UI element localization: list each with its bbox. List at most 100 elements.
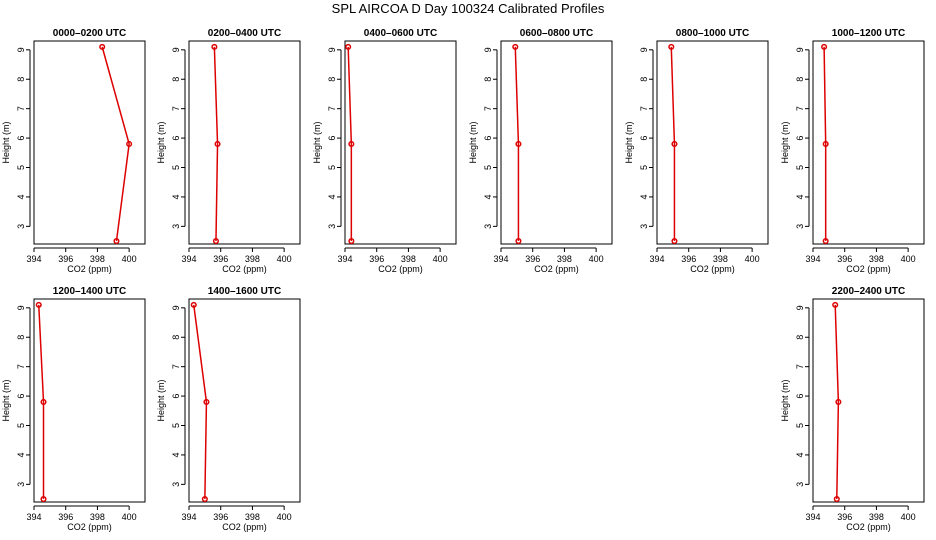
data-point (668, 43, 675, 50)
y-tick-label: 6 (16, 394, 26, 399)
y-tick-label: 6 (327, 136, 337, 141)
x-tick-label: 398 (90, 512, 105, 522)
x-tick-label: 396 (837, 254, 852, 264)
profile-line (823, 46, 827, 242)
y-tick-label: 5 (795, 423, 805, 428)
x-tick-label: 396 (58, 512, 73, 522)
x-tick-label: 394 (337, 254, 352, 264)
data-point (833, 496, 840, 503)
x-axis-label: CO2 (ppm) (222, 522, 267, 532)
y-tick-label: 4 (639, 194, 649, 199)
x-tick-label: 398 (713, 254, 728, 264)
x-tick-label: 400 (745, 254, 760, 264)
panel-title: 1200–1400 UTC (53, 286, 126, 297)
y-tick-label: 7 (483, 106, 493, 111)
profile-line (38, 304, 45, 500)
x-tick-label: 398 (245, 512, 260, 522)
x-tick-label: 394 (649, 254, 664, 264)
profile-panel: 0800–1000 UTC 394 396 398 400 CO2 (ppm) 3 4 5 6 7 8… (624, 28, 769, 274)
panel-title: 0800–1000 UTC (676, 28, 749, 39)
x-tick-label: 396 (58, 254, 73, 264)
y-tick-label: 4 (327, 194, 337, 199)
y-tick-label: 3 (16, 224, 26, 229)
x-tick-label: 394 (26, 512, 41, 522)
y-tick-label: 5 (16, 423, 26, 428)
x-tick-label: 400 (122, 254, 137, 264)
data-point (190, 301, 197, 308)
x-tick-label: 400 (589, 254, 604, 264)
profile-line (834, 304, 840, 500)
y-tick-label: 3 (795, 224, 805, 229)
x-tick-label: 398 (557, 254, 572, 264)
data-point (113, 238, 120, 245)
x-tick-label: 396 (213, 512, 228, 522)
x-tick-label: 398 (245, 254, 260, 264)
y-tick-label: 8 (795, 77, 805, 82)
data-point (203, 398, 210, 406)
x-axis-label: CO2 (ppm) (67, 264, 112, 274)
y-tick-label: 7 (327, 106, 337, 111)
y-axis-label: Height (m) (312, 121, 322, 163)
y-tick-label: 7 (171, 364, 181, 369)
data-point (832, 301, 839, 308)
y-tick-label: 4 (795, 194, 805, 199)
plot-frame (656, 40, 769, 245)
panel-title: 1000–1200 UTC (832, 28, 905, 39)
plot-frame (188, 40, 301, 245)
y-axis-label: Height (m) (780, 379, 790, 421)
y-tick-label: 8 (171, 77, 181, 82)
y-tick-label: 8 (483, 77, 493, 82)
profile-panel: 0000–0200 UTC 394 396 398 400 CO2 (ppm) 3 4 5 6 7 8… (1, 28, 146, 274)
y-tick-label: 6 (639, 136, 649, 141)
page-title: SPL AIRCOA D Day 100324 Calibrated Profi… (331, 1, 605, 16)
data-point (512, 43, 519, 50)
x-axis-label: CO2 (ppm) (846, 264, 891, 274)
x-axis-label: CO2 (ppm) (222, 264, 267, 274)
y-tick-label: 6 (483, 136, 493, 141)
y-tick-label: 3 (171, 482, 181, 487)
x-tick-label: 398 (869, 512, 884, 522)
data-point (35, 301, 42, 308)
y-tick-label: 3 (795, 482, 805, 487)
data-point (822, 238, 829, 245)
data-point (671, 140, 678, 148)
x-tick-label: 400 (122, 512, 137, 522)
y-tick-label: 9 (795, 305, 805, 310)
y-axis-label: Height (m) (1, 121, 11, 163)
y-tick-label: 9 (639, 47, 649, 52)
x-tick-label: 396 (681, 254, 696, 264)
profile-line (193, 304, 208, 500)
plot-frame (33, 298, 146, 503)
x-tick-label: 400 (901, 254, 916, 264)
y-tick-label: 3 (483, 224, 493, 229)
profile-panel: 1200–1400 UTC 394 396 398 400 CO2 (ppm) 3 4 5 6 7 8… (1, 286, 146, 532)
x-tick-label: 394 (181, 512, 196, 522)
y-tick-label: 4 (795, 452, 805, 457)
x-tick-label: 396 (837, 512, 852, 522)
data-point (40, 398, 47, 406)
y-tick-label: 8 (16, 335, 26, 340)
y-tick-label: 4 (171, 194, 181, 199)
y-tick-label: 6 (171, 136, 181, 141)
data-point (212, 238, 220, 245)
plot-frame (188, 298, 301, 503)
plot-frame (812, 298, 925, 503)
y-tick-label: 7 (171, 106, 181, 111)
data-point (821, 43, 828, 50)
panel-title: 0000–0200 UTC (53, 28, 126, 39)
y-tick-label: 9 (16, 305, 26, 310)
x-tick-label: 400 (277, 254, 292, 264)
y-tick-label: 4 (483, 194, 493, 199)
x-tick-label: 396 (525, 254, 540, 264)
profile-panel: 1400–1600 UTC 394 396 398 400 CO2 (ppm) 3 4 5 6 7 8… (156, 286, 301, 532)
x-axis-label: CO2 (ppm) (67, 522, 112, 532)
y-tick-label: 8 (16, 77, 26, 82)
x-tick-label: 400 (901, 512, 916, 522)
panel-title: 1400–1600 UTC (208, 286, 281, 297)
y-tick-label: 4 (16, 194, 26, 199)
y-axis-label: Height (m) (1, 379, 11, 421)
data-point (515, 238, 522, 245)
data-point (211, 43, 218, 50)
y-axis-label: Height (m) (780, 121, 790, 163)
